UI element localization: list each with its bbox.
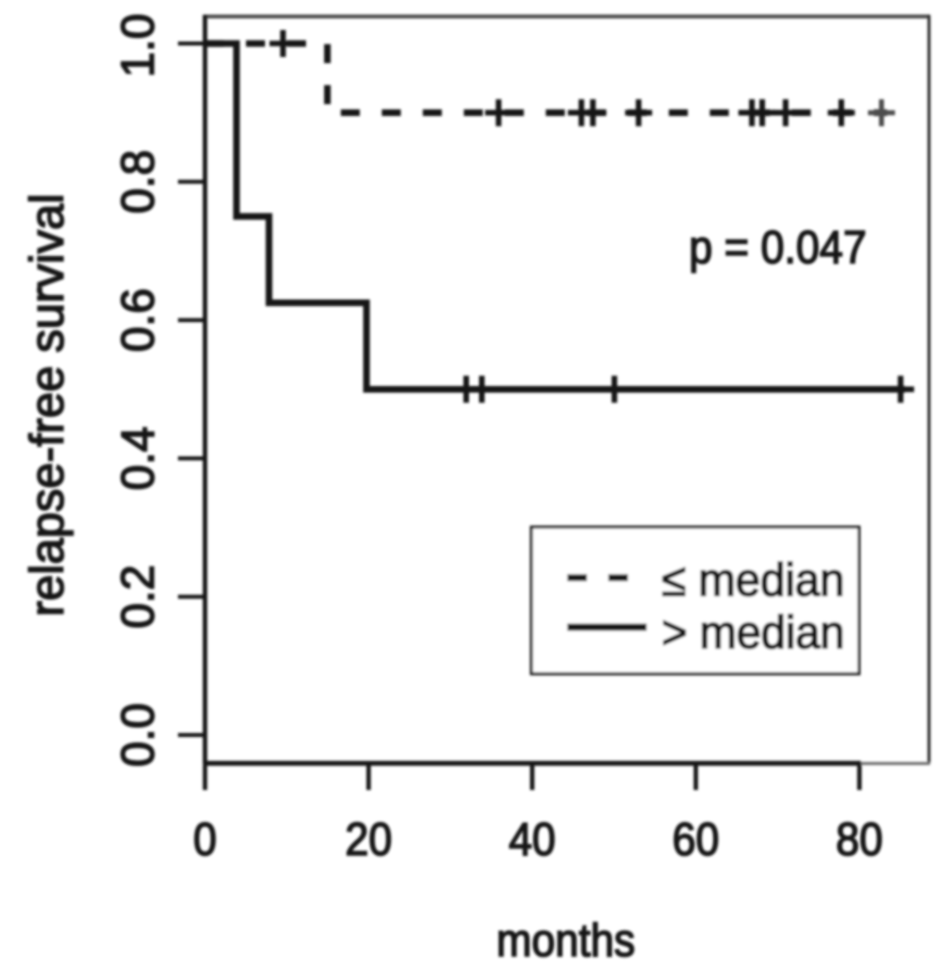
svg-text:0: 0	[193, 813, 217, 865]
svg-text:months: months	[496, 914, 635, 966]
svg-text:p = 0.047: p = 0.047	[689, 221, 867, 273]
svg-text:0.2: 0.2	[112, 565, 164, 629]
svg-text:1.0: 1.0	[112, 14, 164, 78]
svg-text:80: 80	[836, 813, 883, 865]
svg-text:20: 20	[345, 813, 392, 865]
svg-text:60: 60	[672, 813, 719, 865]
svg-text:≤ median: ≤ median	[662, 554, 845, 606]
svg-text:0.8: 0.8	[112, 150, 164, 214]
svg-text:0.6: 0.6	[112, 288, 164, 352]
svg-text:> median: > median	[662, 606, 845, 658]
svg-text:relapse-free survival: relapse-free survival	[20, 193, 73, 616]
svg-text:0.4: 0.4	[112, 426, 164, 490]
svg-text:0.0: 0.0	[112, 703, 164, 767]
svg-text:40: 40	[509, 813, 556, 865]
